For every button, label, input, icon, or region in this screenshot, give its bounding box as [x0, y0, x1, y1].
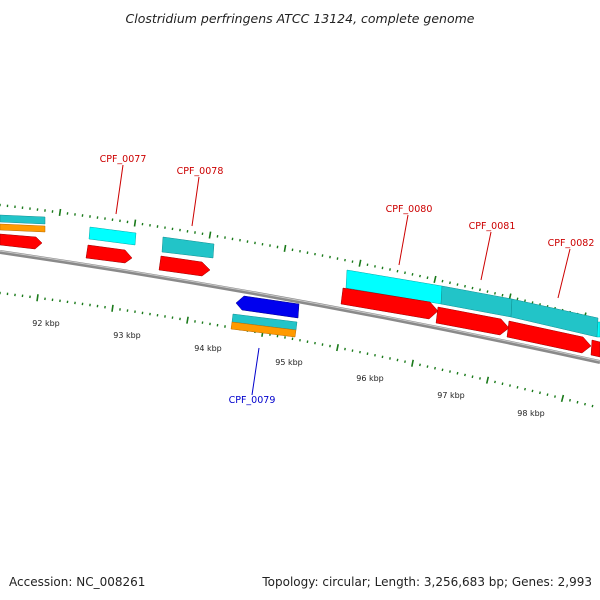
- minor-tick: [509, 384, 511, 387]
- minor-tick: [456, 371, 459, 375]
- major-tick: [336, 344, 339, 352]
- genome-backbone: [0, 250, 600, 364]
- major-tick: [433, 275, 437, 283]
- minor-tick: [471, 286, 474, 290]
- minor-tick: [426, 276, 429, 280]
- minor-tick: [479, 288, 481, 292]
- cds-arrow-cpf0077: [85, 244, 133, 264]
- minor-tick: [539, 391, 541, 395]
- scale-label: 95 kbp: [275, 358, 303, 367]
- minor-tick: [434, 366, 436, 370]
- gene-label-cpf0081[interactable]: CPF_0081: [469, 221, 516, 232]
- scale-label: 96 kbp: [356, 374, 384, 383]
- minor-tick: [501, 293, 504, 297]
- cds-arrow-plus: [590, 339, 600, 358]
- minor-tick: [389, 268, 391, 271]
- minor-tick: [404, 360, 406, 363]
- minor-tick: [591, 404, 594, 408]
- leader-cpf0077: [115, 164, 124, 215]
- leader-cpf0082: [557, 248, 571, 299]
- minor-tick: [494, 292, 496, 295]
- minor-tick: [441, 368, 444, 372]
- gene-label-cpf0082[interactable]: CPF_0082: [548, 238, 595, 249]
- minor-tick: [464, 373, 466, 377]
- scale-label: 97 kbp: [437, 391, 465, 400]
- gene-label-leaders: [115, 164, 571, 396]
- genome-backbone-highlight: [0, 250, 600, 362]
- minor-tick: [396, 358, 399, 362]
- major-tick: [485, 376, 490, 384]
- minor-tick: [576, 400, 579, 404]
- major-tick: [283, 244, 287, 252]
- scale-label: 94 kbp: [194, 344, 222, 353]
- minor-tick: [396, 269, 399, 273]
- genome-summary-text: Topology: circular; Length: 3,256,683 bp…: [261, 575, 592, 589]
- leader-cpf0079: [251, 347, 260, 396]
- minor-tick: [486, 290, 489, 293]
- minor-tick: [419, 363, 421, 367]
- major-tick: [411, 359, 414, 367]
- scale-labels: 92 kbp 93 kbp 94 kbp 95 kbp 96 kbp 97 kb…: [32, 319, 545, 418]
- major-tick: [358, 259, 362, 267]
- leader-cpf0080: [398, 214, 409, 266]
- gene-labels: CPF_0077 CPF_0078 CPF_0079 CPF_0080 CPF_…: [100, 154, 595, 406]
- scale-label: 98 kbp: [517, 409, 545, 418]
- cds-arrow-cpf0080: [340, 287, 439, 320]
- minor-tick: [494, 380, 496, 384]
- major-tick: [36, 294, 39, 302]
- major-tick: [133, 219, 137, 227]
- map-title: Clostridium perfringens ATCC 13124, comp…: [126, 11, 475, 26]
- feature-track: [0, 214, 600, 358]
- minor-tick: [546, 393, 549, 396]
- minor-tick: [516, 386, 519, 389]
- blast-hit-teal: [0, 214, 46, 225]
- minor-tick: [554, 395, 556, 398]
- gene-label-cpf0080[interactable]: CPF_0080: [386, 204, 433, 215]
- minor-tick: [479, 377, 481, 380]
- minor-tick: [584, 402, 586, 406]
- major-tick: [560, 394, 565, 403]
- cds-arrow-cpf0079: [235, 295, 300, 319]
- gene-label-cpf0077[interactable]: CPF_0077: [100, 154, 147, 165]
- minor-tick: [524, 299, 526, 303]
- minor-tick: [501, 382, 504, 386]
- major-tick: [111, 304, 114, 312]
- minor-tick: [449, 370, 451, 373]
- cds-arrow-plus: [0, 233, 43, 250]
- minor-tick: [419, 274, 421, 278]
- blast-hit-cyan: [88, 226, 137, 246]
- minor-tick: [411, 273, 414, 276]
- minor-tick: [524, 387, 526, 391]
- minor-tick: [404, 271, 406, 275]
- cds-arrow-cpf0081: [435, 306, 510, 336]
- scale-label: 93 kbp: [113, 331, 141, 340]
- blast-hit-teal: [161, 236, 215, 259]
- minor-tick: [449, 281, 451, 285]
- minor-tick: [426, 365, 429, 368]
- leader-cpf0078: [191, 176, 200, 227]
- cds-arrow-cpf0078: [158, 255, 211, 277]
- gene-label-cpf0078[interactable]: CPF_0078: [177, 166, 224, 177]
- minor-tick: [569, 398, 571, 402]
- blast-hit-cyan: [596, 321, 600, 338]
- major-tick: [186, 316, 189, 324]
- major-tick: [58, 208, 62, 217]
- scale-tick-track: [0, 291, 594, 408]
- minor-tick: [531, 389, 534, 393]
- minor-tick: [441, 279, 444, 283]
- minor-tick: [516, 297, 519, 301]
- scale-label: 92 kbp: [32, 319, 60, 328]
- blast-hit-orange: [230, 321, 297, 338]
- blast-hit-orange: [0, 223, 46, 233]
- leader-cpf0081: [480, 231, 492, 281]
- gene-label-cpf0079[interactable]: CPF_0079: [229, 395, 276, 406]
- minor-tick: [464, 284, 466, 288]
- major-tick: [208, 231, 212, 239]
- minor-tick: [471, 375, 474, 379]
- accession-text: Accession: NC_008261: [9, 575, 145, 589]
- cds-arrow-cpf0082: [506, 320, 592, 354]
- minor-tick: [456, 283, 459, 286]
